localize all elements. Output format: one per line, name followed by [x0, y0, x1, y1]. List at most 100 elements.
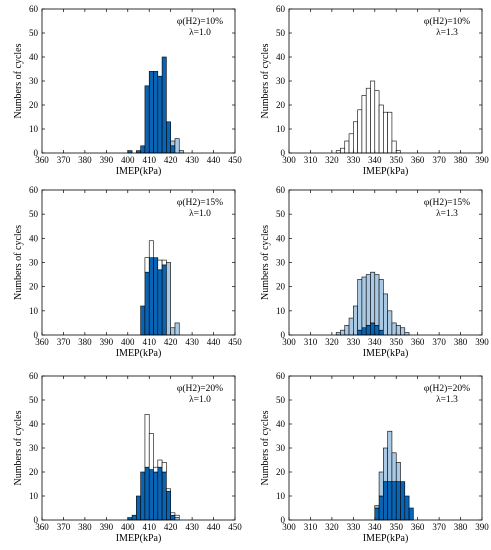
x-tick-label: 420 — [164, 155, 178, 165]
condition-annotation: φ(H2)=10% — [424, 16, 470, 27]
x-tick-label: 400 — [121, 155, 135, 165]
histogram-bar — [166, 490, 171, 521]
x-tick-label: 380 — [454, 337, 468, 347]
x-tick-label: 440 — [207, 155, 221, 165]
histogram-bar — [161, 462, 167, 473]
x-tick-label: 380 — [78, 155, 92, 165]
condition-annotation: λ=1.0 — [189, 28, 211, 38]
histogram-bar — [395, 481, 401, 521]
histogram-bar — [370, 271, 376, 324]
y-tick-label: 30 — [276, 258, 286, 268]
histogram-bar — [357, 279, 363, 331]
histogram-bar — [144, 257, 150, 273]
histogram-bar — [153, 466, 159, 473]
histogram-bar — [170, 145, 176, 154]
x-tick-label: 390 — [100, 522, 114, 532]
x-tick-label: 380 — [454, 522, 468, 532]
x-tick-label: 370 — [57, 155, 71, 165]
y-tick-label: 60 — [29, 371, 39, 381]
histogram-bar — [400, 327, 406, 336]
x-tick-label: 390 — [100, 337, 114, 347]
histogram-bar — [365, 274, 371, 326]
y-axis-label: Numbers of cycles — [260, 410, 271, 485]
y-tick-label: 20 — [29, 100, 39, 110]
histogram-bar — [370, 80, 376, 154]
y-axis-label: Numbers of cycles — [260, 43, 271, 118]
histogram-bar — [148, 433, 154, 470]
histogram-bar — [387, 481, 393, 521]
condition-annotation: φ(H2)=10% — [177, 16, 223, 27]
x-tick-label: 450 — [228, 337, 242, 347]
y-tick-label: 0 — [34, 148, 39, 158]
x-tick-label: 330 — [347, 155, 361, 165]
y-tick-label: 50 — [29, 28, 39, 38]
histogram-bar — [395, 325, 401, 336]
x-tick-label: 420 — [164, 522, 178, 532]
histogram-bar — [374, 325, 380, 336]
x-tick-label: 330 — [347, 522, 361, 532]
histogram-bar — [378, 329, 384, 336]
y-tick-label: 20 — [276, 282, 286, 292]
histogram-bar — [391, 481, 397, 521]
histogram-bar — [344, 325, 350, 336]
x-tick-label: 360 — [411, 522, 425, 532]
histogram-bar — [140, 145, 146, 154]
x-tick-label: 360 — [35, 337, 49, 347]
x-tick-label: 300 — [282, 337, 296, 347]
histogram-bar — [161, 264, 167, 336]
x-tick-label: 430 — [185, 337, 199, 347]
histogram-bar — [374, 274, 380, 326]
histogram-bar — [148, 71, 154, 154]
y-tick-label: 0 — [34, 515, 39, 525]
histogram-bar — [166, 121, 171, 154]
histogram-bar — [387, 111, 393, 154]
histogram-bar — [387, 310, 393, 336]
y-tick-label: 40 — [276, 233, 286, 243]
x-tick-label: 390 — [475, 155, 489, 165]
y-tick-label: 30 — [276, 76, 286, 86]
y-axis-label: Numbers of cycles — [260, 225, 271, 300]
x-tick-label: 340 — [368, 155, 382, 165]
histogram-bar — [361, 95, 367, 154]
y-tick-label: 10 — [29, 491, 39, 501]
x-tick-label: 350 — [389, 155, 403, 165]
histogram-bar — [353, 305, 358, 336]
x-tick-label: 440 — [207, 337, 221, 347]
y-tick-label: 0 — [281, 148, 286, 158]
y-axis-label: Numbers of cycles — [13, 225, 24, 300]
x-tick-label: 410 — [142, 337, 156, 347]
y-tick-label: 10 — [29, 124, 39, 134]
x-tick-label: 440 — [207, 522, 221, 532]
x-tick-label: 370 — [432, 522, 446, 532]
histogram-bar — [140, 471, 146, 521]
histogram-bar — [148, 240, 154, 258]
x-tick-label: 410 — [142, 522, 156, 532]
y-tick-label: 30 — [29, 443, 39, 453]
y-tick-label: 10 — [29, 306, 39, 316]
condition-annotation: λ=1.3 — [436, 395, 458, 405]
x-tick-label: 400 — [121, 522, 135, 532]
x-tick-label: 410 — [142, 155, 156, 165]
condition-annotation: λ=1.3 — [436, 209, 458, 219]
x-tick-label: 370 — [57, 522, 71, 532]
x-tick-label: 390 — [475, 522, 489, 532]
y-tick-label: 30 — [29, 258, 39, 268]
x-tick-label: 390 — [475, 337, 489, 347]
y-tick-label: 40 — [29, 52, 39, 62]
histogram-bar — [170, 514, 176, 521]
histogram-bar — [374, 505, 380, 509]
histogram-bar — [340, 147, 346, 154]
y-tick-label: 20 — [276, 100, 286, 110]
x-tick-label: 370 — [432, 337, 446, 347]
x-axis-label: IMEP(kPa) — [363, 348, 409, 359]
x-tick-label: 330 — [347, 337, 361, 347]
histogram-bar — [161, 471, 167, 521]
x-axis-label: IMEP(kPa) — [116, 348, 162, 359]
histogram-bar — [144, 85, 150, 154]
y-tick-label: 50 — [29, 395, 39, 405]
histogram-bar — [153, 471, 159, 521]
histogram-bar — [365, 87, 371, 154]
histogram-bar — [361, 276, 367, 329]
x-tick-label: 380 — [454, 155, 468, 165]
